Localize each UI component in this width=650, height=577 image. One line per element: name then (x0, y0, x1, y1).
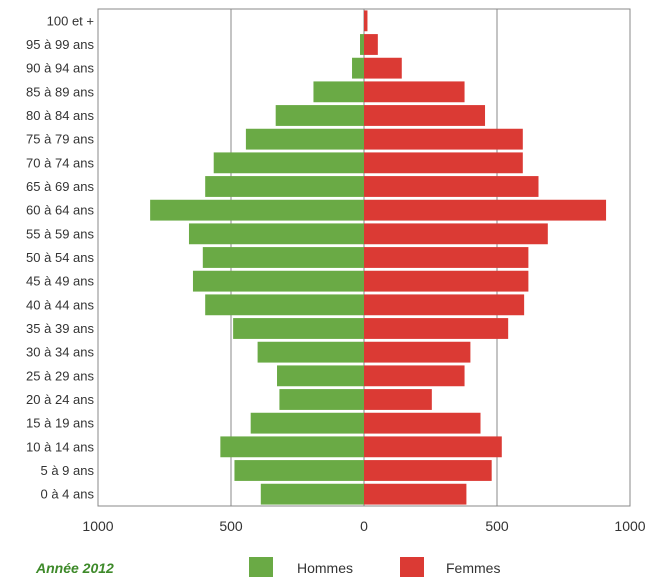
bar-femmes (364, 341, 471, 363)
x-tick-label: 500 (485, 518, 509, 534)
bar-hommes (245, 128, 364, 150)
bar-hommes (277, 365, 364, 387)
x-tick-label: 1000 (614, 518, 645, 534)
bar-femmes (364, 105, 486, 126)
bar-hommes (205, 294, 364, 316)
age-label: 5 à 9 ans (41, 463, 95, 478)
legend-label-femmes: Femmes (446, 560, 500, 576)
x-tick-label: 1000 (82, 518, 113, 534)
age-label: 0 à 4 ans (41, 487, 95, 502)
bar-hommes (192, 270, 364, 292)
bar-femmes (364, 365, 465, 387)
bar-hommes (279, 389, 364, 410)
age-labels: 0 à 4 ans 5 à 9 ans 10 à 14 ans 15 à 19 ans… (26, 13, 94, 501)
bar-femmes (364, 389, 432, 410)
bar-hommes (233, 318, 364, 339)
bar-femmes (364, 34, 378, 55)
bar-femmes (364, 199, 607, 221)
x-tick-label: 500 (219, 518, 243, 534)
bar-hommes (360, 34, 364, 55)
legend-label-hommes: Hommes (297, 560, 353, 576)
bar-femmes (364, 128, 523, 150)
age-label: 35 à 39 ans (26, 321, 94, 336)
bar-femmes (364, 318, 509, 339)
legend: Hommes Femmes (249, 557, 500, 577)
bar-femmes (364, 294, 525, 316)
bar-femmes (364, 436, 502, 458)
bar-hommes (202, 247, 364, 268)
caption: Année 2012 (35, 560, 114, 576)
bar-hommes (250, 412, 364, 434)
bar-femmes (364, 57, 402, 79)
age-label: 95 à 99 ans (26, 37, 94, 52)
bar-hommes (257, 341, 364, 363)
bars (150, 10, 607, 505)
age-label: 45 à 49 ans (26, 274, 94, 289)
age-label: 60 à 64 ans (26, 203, 94, 218)
age-label: 65 à 69 ans (26, 179, 94, 194)
bar-hommes (275, 105, 364, 126)
bar-femmes (364, 10, 368, 32)
age-label: 25 à 29 ans (26, 368, 94, 383)
bar-hommes (150, 199, 364, 221)
bar-hommes (352, 57, 364, 79)
bar-femmes (364, 152, 523, 174)
bar-hommes (213, 152, 364, 174)
bar-hommes (220, 436, 364, 458)
age-label: 80 à 84 ans (26, 108, 94, 123)
bar-hommes (188, 223, 364, 245)
age-label: 90 à 94 ans (26, 61, 94, 76)
legend-swatch-femmes (400, 557, 424, 577)
age-label: 85 à 89 ans (26, 84, 94, 99)
bar-hommes (205, 176, 364, 197)
bar-hommes (260, 483, 364, 505)
bar-hommes (313, 81, 364, 103)
legend-swatch-hommes (249, 557, 273, 577)
bar-femmes (364, 270, 529, 292)
x-tick-labels: 1000 500 0 500 1000 (82, 518, 645, 534)
age-label: 75 à 79 ans (26, 132, 94, 147)
bar-femmes (364, 412, 481, 434)
age-label: 40 à 44 ans (26, 297, 94, 312)
bar-femmes (364, 247, 529, 268)
bar-femmes (364, 176, 539, 197)
age-label: 30 à 34 ans (26, 345, 94, 360)
age-label: 100 et + (47, 13, 94, 28)
bar-hommes (234, 460, 364, 481)
age-label: 70 à 74 ans (26, 155, 94, 170)
x-tick-label: 0 (360, 518, 368, 534)
bar-femmes (364, 483, 467, 505)
age-label: 55 à 59 ans (26, 226, 94, 241)
bar-femmes (364, 223, 548, 245)
bar-femmes (364, 81, 465, 103)
age-label: 50 à 54 ans (26, 250, 94, 265)
age-label: 10 à 14 ans (26, 439, 94, 454)
age-label: 20 à 24 ans (26, 392, 94, 407)
age-label: 15 à 19 ans (26, 416, 94, 431)
bar-femmes (364, 460, 492, 481)
